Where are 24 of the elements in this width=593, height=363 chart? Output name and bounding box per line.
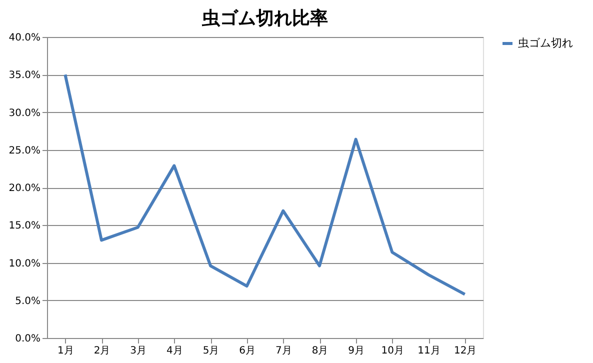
chart-title: 虫ゴム切れ比率 (201, 8, 328, 29)
y-tick-label: 10.0% (8, 258, 40, 270)
line-series (64, 73, 466, 296)
y-tick-label: 30.0% (8, 108, 40, 119)
x-tick-label: 6月 (239, 346, 256, 356)
x-tick-label: 5月 (202, 346, 220, 356)
x-tick-label: 4月 (166, 346, 183, 356)
y-tick-label: 20.0% (8, 183, 40, 194)
x-tick-label: 1月 (57, 346, 74, 356)
legend-label: 虫ゴム切れ (518, 36, 573, 50)
x-tick-label: 3月 (130, 346, 147, 356)
y-tick-label: 25.0% (8, 145, 40, 156)
y-tick-label: 35.0% (8, 70, 40, 82)
y-tick-label: 0.0% (15, 334, 40, 344)
x-tick-label: 9月 (348, 346, 365, 356)
x-tick-label: 11月 (418, 346, 440, 356)
y-tick-label: 15.0% (8, 220, 40, 232)
x-tick-label: 7月 (275, 346, 292, 356)
x-tick-label: 8月 (312, 346, 328, 356)
x-tick-label: 12月 (454, 346, 477, 356)
x-tick-label: 10月 (381, 346, 404, 356)
y-tick-label: 40.0% (8, 32, 40, 44)
x-tick-label: 2月 (94, 346, 110, 356)
y-tick-label: 5.0% (15, 296, 40, 307)
